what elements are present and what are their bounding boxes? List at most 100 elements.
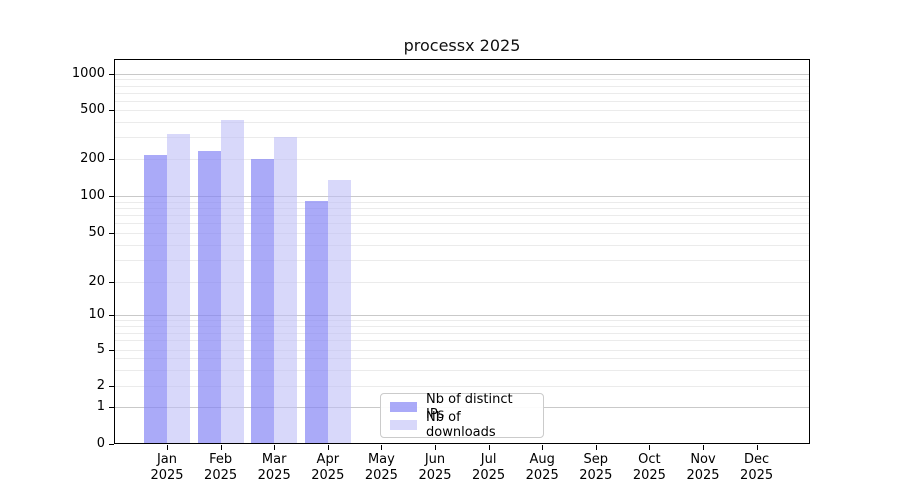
gridline-minor-600 [114,100,810,102]
x-tick-mark-dec-2025 [756,445,758,450]
y-tick-label-50: 50 [88,225,105,240]
x-tick-label-month: Jun [424,452,446,467]
x-tick-label-year: 2025 [257,468,291,483]
gridline-minor-4 [114,358,810,360]
x-tick-label-year: 2025 [525,468,559,483]
gridline-minor-40 [114,244,810,246]
x-tick-label-jun-2025: Jun 2025 [403,452,467,484]
gridline-major-100 [114,196,810,197]
x-tick-label-month: Oct [638,452,661,467]
legend-item-distinct-ips: Nb of distinct IPs [390,392,534,422]
gridline-minor-500 [114,110,810,111]
y-tick-label-10: 10 [88,307,105,322]
y-tick-mark-50 [109,233,114,234]
x-tick-label-jul-2025: Jul 2025 [457,452,521,484]
x-tick-label-month: Aug [529,452,555,467]
x-tick-label-year: 2025 [150,468,184,483]
x-tick-label-may-2025: May 2025 [349,452,413,484]
x-tick-mark-feb-2025 [220,445,222,450]
x-tick-label-month: Sep [583,452,609,467]
gridline-minor-5 [114,349,810,351]
y-tick-mark-0 [109,444,114,445]
x-tick-mark-jan-2025 [167,445,168,450]
y-tick-label-0: 0 [96,436,105,451]
x-tick-label-month: Nov [690,452,716,467]
gridline-minor-3 [114,369,810,371]
x-tick-label-month: Dec [744,452,770,467]
gridline-minor-900 [114,79,810,81]
x-tick-mark-oct-2025 [649,445,651,450]
bar-nb-of-downloads-feb-2025 [220,119,244,444]
plot-area [114,59,810,444]
x-tick-label-dec-2025: Dec 2025 [725,452,789,484]
x-tick-mark-apr-2025 [327,445,329,450]
x-tick-label-month: Feb [209,452,233,467]
x-tick-label-year: 2025 [311,468,345,483]
legend-swatch-distinct-ips [390,401,417,412]
gridline-minor-60 [114,223,810,225]
y-tick-label-5: 5 [96,341,105,357]
gridline-minor-90 [114,201,810,203]
bar-nb-of-distinct-ips-jan-2025 [144,154,167,444]
y-tick-label-20: 20 [88,274,105,289]
gridline-minor-7 [114,332,810,334]
legend-item-downloads: Nb of downloads [390,410,534,440]
gridline-minor-2 [114,386,810,387]
x-tick-label-year: 2025 [472,468,506,483]
y-tick-mark-5 [109,349,114,351]
gridline-minor-800 [114,85,810,87]
x-tick-label-year: 2025 [364,468,398,483]
gridline-minor-70 [114,215,810,217]
y-tick-mark-20 [109,282,114,283]
x-tick-label-year: 2025 [418,468,452,483]
legend: Nb of distinct IPs Nb of downloads [380,392,544,440]
gridline-minor-6 [114,340,810,342]
y-tick-mark-1000 [109,74,114,75]
x-tick-label-year: 2025 [204,468,238,483]
x-tick-label-year: 2025 [632,468,666,483]
y-tick-mark-2 [109,386,114,387]
bar-nb-of-distinct-ips-apr-2025 [304,201,328,444]
x-tick-label-mar-2025: Mar 2025 [242,452,306,484]
chart-title: processx 2025 [403,36,521,55]
x-tick-label-month: Apr [316,452,340,467]
legend-label-distinct-ips: Nb of distinct IPs [426,391,513,422]
gridline-minor-8 [114,326,810,328]
x-tick-label-year: 2025 [740,468,774,483]
bar-nb-of-downloads-jan-2025 [167,134,190,444]
x-tick-label-month: May [367,452,395,467]
gridline-major-10 [114,315,810,316]
bar-nb-of-distinct-ips-mar-2025 [251,159,275,444]
y-tick-label-1000: 1000 [71,66,105,81]
gridline-minor-700 [114,92,810,94]
y-tick-mark-500 [109,110,114,111]
x-tick-mark-aug-2025 [542,445,544,450]
x-tick-label-sep-2025: Sep 2025 [564,452,628,484]
y-tick-mark-200 [109,159,114,160]
x-tick-mark-jul-2025 [488,445,490,450]
x-tick-label-nov-2025: Nov 2025 [671,452,735,484]
gridline-minor-200 [114,159,810,160]
x-tick-label-month: Jan [156,452,178,467]
gridline-minor-9 [114,320,810,322]
x-tick-label-feb-2025: Feb 2025 [189,452,253,484]
y-tick-mark-100 [109,196,114,197]
x-tick-label-month: Mar [261,452,287,467]
y-tick-mark-10 [109,315,114,316]
x-tick-label-oct-2025: Oct 2025 [617,452,681,484]
x-tick-mark-mar-2025 [274,445,276,450]
gridline-minor-300 [114,137,810,139]
y-tick-label-200: 200 [80,151,105,166]
x-tick-label-jan-2025: Jan 2025 [135,452,199,484]
y-tick-mark-1 [109,407,114,408]
y-tick-label-100: 100 [80,188,105,203]
x-tick-label-aug-2025: Aug 2025 [510,452,574,484]
bar-nb-of-downloads-apr-2025 [327,179,351,444]
x-tick-label-apr-2025: Apr 2025 [296,452,360,484]
legend-swatch-downloads [390,419,417,430]
gridline-minor-50 [114,233,810,234]
gridline-minor-80 [114,207,810,209]
gridline-minor-400 [114,121,810,123]
x-tick-mark-sep-2025 [595,445,597,450]
